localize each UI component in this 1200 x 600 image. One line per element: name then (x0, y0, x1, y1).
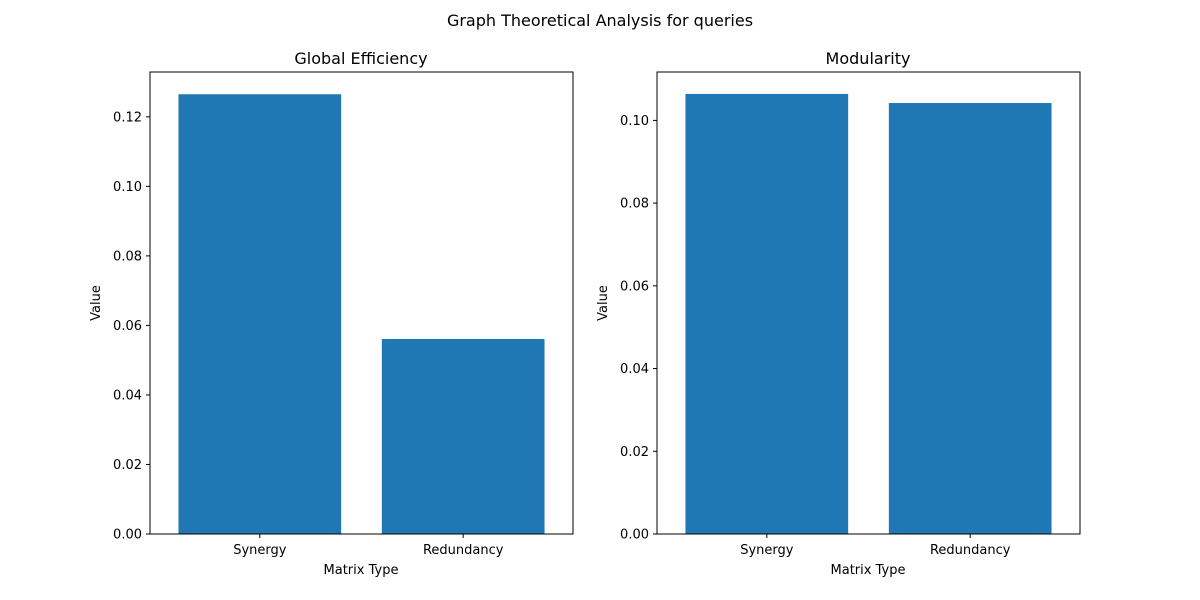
chart-global-efficiency: Global Efficiency Matrix Type Value 0.00… (89, 49, 574, 578)
x-axis-label: Matrix Type (324, 563, 399, 578)
y-tick-label: 0.04 (620, 362, 649, 377)
y-tick-label: 0.06 (113, 319, 142, 334)
y-ticks-group: 0.00 0.02 0.04 0.06 0.08 0.10 (620, 114, 657, 543)
x-tick-label: Redundancy (423, 543, 504, 558)
bar-synergy (178, 94, 342, 535)
chart-title: Modularity (826, 49, 911, 68)
y-tick-label: 0.10 (113, 180, 142, 195)
y-tick-label: 0.00 (620, 528, 649, 543)
y-axis-label: Value (596, 285, 611, 321)
bar-synergy (685, 93, 849, 535)
chart-modularity: Modularity Matrix Type Value 0.000.020.0… (596, 49, 1081, 578)
y-tick-label: 0.08 (113, 249, 142, 264)
chart-title: Global Efficiency (294, 49, 427, 68)
y-tick-label: 0.02 (113, 458, 142, 473)
bar-redundancy (888, 103, 1052, 534)
y-tick-label: 0.08 (620, 197, 649, 212)
bars-group (178, 94, 545, 535)
y-tick-label: 0.12 (113, 110, 142, 125)
y-tick-label: 0.02 (620, 445, 649, 460)
bars-group (685, 93, 1052, 535)
bar-redundancy (381, 338, 545, 534)
x-ticks-group: Synergy Redundancy (740, 534, 1011, 558)
y-tick-label: 0.10 (620, 114, 649, 129)
y-tick-label: 0.00 (113, 528, 142, 543)
x-tick-label: Synergy (740, 543, 794, 558)
plot-frame (149, 71, 574, 535)
y-axis-label: Value (89, 285, 104, 321)
plot-frame (656, 71, 1081, 535)
figure-title: Graph Theoretical Analysis for queries (447, 11, 753, 30)
y-ticks-group: 0.00 0.02 0.04 0.06 0.08 0.10 0.12 (113, 110, 150, 543)
x-axis-label: Matrix Type (831, 563, 906, 578)
x-tick-label: Synergy (233, 543, 287, 558)
x-tick-label: Redundancy (930, 543, 1011, 558)
y-tick-label: 0.06 (620, 279, 649, 294)
x-ticks-group: Synergy Redundancy (233, 534, 504, 558)
y-tick-label: 0.04 (113, 388, 142, 403)
